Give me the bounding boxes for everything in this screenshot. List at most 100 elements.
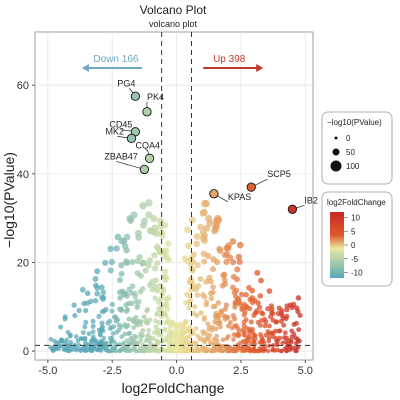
gene-point: [94, 290, 101, 297]
gene-point: [160, 308, 166, 315]
gene-point: [179, 339, 185, 345]
gene-point: [268, 314, 274, 320]
gene-point: [94, 268, 101, 275]
gene-point: [165, 317, 171, 323]
gene-point: [102, 259, 109, 267]
gene-point: [202, 199, 210, 208]
gene-point: [83, 340, 88, 345]
gene-point: [284, 348, 289, 353]
gene-point: [192, 304, 198, 310]
x-tick-label: 5.0: [298, 365, 313, 377]
gene-point: [127, 330, 133, 336]
gene-point: [265, 306, 271, 312]
gene-point: [214, 333, 220, 339]
down-count-label: Down 166: [93, 54, 138, 65]
gene-point: [165, 294, 172, 301]
gene-point: [94, 347, 99, 352]
gene-point: [193, 233, 201, 240]
gene-point: [237, 241, 244, 249]
gene-point: [283, 316, 289, 322]
gene-point: [220, 337, 226, 343]
gene-point: [134, 303, 141, 309]
gene-point: [100, 289, 107, 296]
gene-point: [90, 318, 96, 324]
gene-point: [173, 345, 179, 351]
gene-point: [145, 199, 153, 207]
gene-point: [84, 290, 91, 297]
gene-point: [296, 327, 302, 333]
gene-point: [240, 339, 246, 345]
gene-point: [204, 348, 209, 354]
gene-point: [76, 342, 82, 348]
gene-point: [177, 334, 183, 340]
gene-point: [114, 233, 122, 241]
gene-point: [59, 337, 64, 343]
gene-point: [277, 328, 283, 334]
gene-point: [201, 315, 207, 321]
gene-point: [238, 302, 244, 308]
gene-point: [248, 319, 254, 325]
gene-point: [191, 331, 196, 336]
gene-point: [107, 267, 114, 274]
gene-point: [111, 324, 117, 330]
gene-point: [67, 333, 73, 339]
gene-point: [96, 313, 102, 320]
gene-point: [117, 277, 123, 284]
gene-point: [206, 337, 212, 342]
gene-label: SCP5: [267, 169, 291, 179]
gene-point: [181, 255, 188, 262]
gene-point: [118, 306, 125, 312]
y-tick-label: 20: [17, 257, 29, 269]
gene-point: [186, 305, 192, 311]
gene-point: [222, 306, 228, 312]
gene-point: [195, 333, 200, 339]
gene-point: [68, 347, 74, 352]
chart-subtitle: volcano plot: [149, 19, 198, 29]
gene-point: [96, 343, 102, 349]
gene-point: [223, 258, 230, 266]
gene-point: [234, 266, 241, 273]
gene-point: [120, 342, 126, 347]
gene-point: [297, 338, 302, 344]
gene-point: [241, 319, 247, 325]
gene-point: [274, 338, 279, 344]
gene-point: [132, 293, 139, 300]
gene-point: [117, 289, 123, 296]
gene-point-labeled: [246, 182, 256, 192]
gene-point: [108, 258, 116, 266]
gene-point: [73, 334, 79, 339]
y-tick-label: 0: [23, 346, 29, 358]
gene-point: [269, 309, 275, 315]
gene-point: [75, 338, 81, 344]
gene-point: [182, 320, 188, 326]
gene-point: [92, 298, 99, 304]
gene-point: [281, 335, 287, 340]
gene-point: [200, 229, 207, 237]
gene-point: [80, 330, 86, 335]
gene-point: [99, 320, 105, 326]
gene-point: [152, 295, 158, 301]
gene-point: [204, 252, 212, 260]
gene-point: [194, 343, 199, 349]
gene-point: [224, 348, 229, 354]
gene-point: [141, 314, 147, 320]
gene-point: [139, 221, 147, 229]
gene-point: [193, 326, 199, 331]
gene-point: [99, 325, 105, 331]
gene-label-leader: [116, 161, 145, 170]
gene-point: [150, 215, 158, 223]
gene-point: [136, 298, 142, 305]
gene-label: CQA4: [136, 140, 161, 150]
gene-point: [121, 346, 127, 352]
gene-point: [90, 323, 96, 329]
gene-point: [262, 323, 268, 329]
gene-point: [132, 338, 137, 344]
gene-point: [142, 267, 149, 274]
gene-point: [214, 214, 222, 222]
gene-point: [249, 287, 256, 294]
gene-point: [223, 302, 230, 308]
gene-point: [128, 335, 134, 341]
gene-point: [103, 306, 109, 313]
gene-point: [202, 329, 208, 335]
gene-point: [282, 330, 288, 336]
